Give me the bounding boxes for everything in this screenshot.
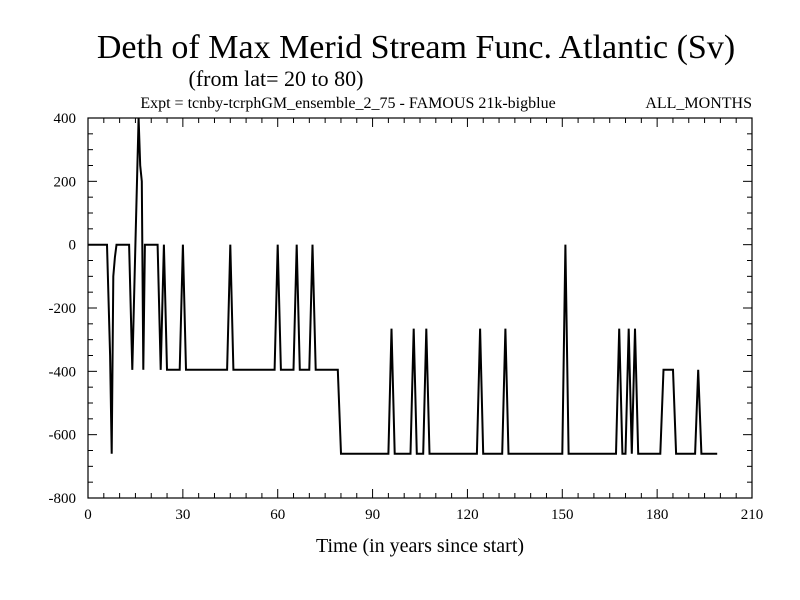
x-tick-label: 60 bbox=[270, 507, 285, 523]
x-tick-label: 30 bbox=[175, 507, 190, 523]
y-tick-label: 400 bbox=[54, 111, 77, 127]
y-tick-label: -800 bbox=[49, 491, 77, 507]
x-axis-label: Time (in years since start) bbox=[316, 535, 524, 557]
chart-subtitle: (from lat= 20 to 80) bbox=[189, 66, 364, 91]
chart-title: Deth of Max Merid Stream Func. Atlantic … bbox=[97, 29, 735, 66]
y-tick-label: -400 bbox=[49, 364, 77, 380]
y-tick-label: 0 bbox=[69, 238, 77, 254]
months-label: ALL_MONTHS bbox=[645, 95, 752, 112]
x-tick-label: 120 bbox=[456, 507, 479, 523]
x-tick-label: 150 bbox=[551, 507, 574, 523]
x-tick-label: 180 bbox=[646, 507, 669, 523]
y-tick-label: 200 bbox=[54, 174, 77, 190]
y-tick-label: -200 bbox=[49, 301, 77, 317]
x-tick-label: 210 bbox=[741, 507, 764, 523]
experiment-label: Expt = tcnby-tcrphGM_ensemble_2_75 - FAM… bbox=[140, 95, 555, 112]
plot-frame bbox=[87, 117, 753, 499]
x-tick-label: 0 bbox=[84, 507, 92, 523]
series-line bbox=[88, 117, 718, 455]
x-tick-label: 90 bbox=[365, 507, 380, 523]
y-tick-label: -600 bbox=[49, 428, 77, 444]
